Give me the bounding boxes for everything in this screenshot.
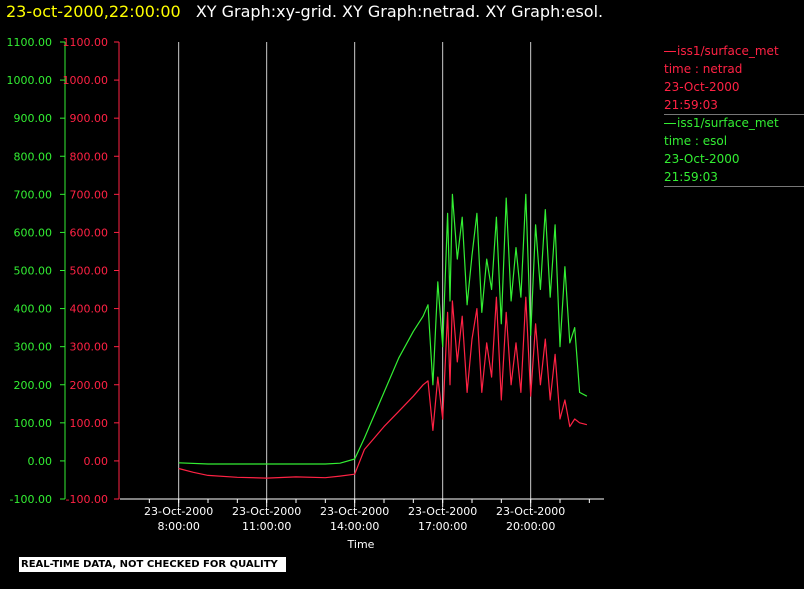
legend-esol-variable: time : esol — [664, 134, 728, 148]
y-tick-label-netrad: 500.00 — [70, 265, 109, 278]
y-tick-label-esol: 800.00 — [14, 150, 53, 163]
y-tick-label-esol: 200.00 — [14, 379, 53, 392]
y-tick-label-netrad: -100.00 — [66, 493, 108, 506]
x-axis-label: Time — [347, 538, 375, 551]
graph-header: 23-oct-2000,22:00:00 XY Graph:xy-grid. X… — [6, 0, 603, 24]
y-tick-label-netrad: 400.00 — [70, 303, 109, 316]
y-tick-label-netrad: 0.00 — [84, 455, 109, 468]
y-tick-label-netrad: 200.00 — [70, 379, 109, 392]
y-tick-label-esol: -100.00 — [10, 493, 52, 506]
y-tick-label-esol: 300.00 — [14, 341, 53, 354]
x-tick-label-time: 14:00:00 — [330, 520, 379, 533]
y-tick-label-netrad: 1100.00 — [63, 36, 109, 49]
y-tick-label-esol: 1000.00 — [7, 74, 53, 87]
y-tick-label-esol: 600.00 — [14, 226, 53, 239]
legend-netrad-date: 23-Oct-2000 — [664, 80, 740, 94]
y-tick-label-esol: 700.00 — [14, 188, 53, 201]
x-tick-label-time: 8:00:00 — [157, 520, 199, 533]
series-line-esol — [178, 193, 588, 465]
legend-esol-source: iss1/surface_met — [664, 114, 804, 132]
x-tick-label-date: 23-Oct-2000 — [408, 505, 477, 518]
y-tick-label-esol: 100.00 — [14, 417, 53, 430]
y-tick-label-netrad: 300.00 — [70, 341, 109, 354]
legend-esol: iss1/surface_met time : esol 23-Oct-2000… — [664, 114, 804, 187]
y-tick-label-esol: 0.00 — [28, 455, 53, 468]
legend-esol-time: 21:59:03 — [664, 170, 718, 184]
x-tick-label-date: 23-Oct-2000 — [320, 505, 389, 518]
y-tick-label-esol: 400.00 — [14, 303, 53, 316]
legend-esol-date: 23-Oct-2000 — [664, 152, 740, 166]
y-tick-label-esol: 1100.00 — [7, 36, 53, 49]
series-line-netrad — [178, 296, 588, 479]
x-tick-label-time: 17:00:00 — [418, 520, 467, 533]
x-tick-label-date: 23-Oct-2000 — [144, 505, 213, 518]
quality-disclaimer: REAL-TIME DATA, NOT CHECKED FOR QUALITY — [19, 557, 286, 572]
x-tick-label-time: 20:00:00 — [506, 520, 555, 533]
y-tick-label-netrad: 100.00 — [70, 417, 109, 430]
x-tick-label-time: 11:00:00 — [242, 520, 291, 533]
header-datetime: 23-oct-2000,22:00:00 — [6, 2, 181, 21]
y-tick-label-esol: 500.00 — [14, 265, 53, 278]
y-tick-label-netrad: 800.00 — [70, 150, 109, 163]
y-tick-label-esol: 900.00 — [14, 112, 53, 125]
legend-netrad-time: 21:59:03 — [664, 98, 718, 112]
y-tick-label-netrad: 900.00 — [70, 112, 109, 125]
y-tick-label-netrad: 700.00 — [70, 188, 109, 201]
y-tick-label-netrad: 600.00 — [70, 226, 109, 239]
x-tick-label-date: 23-Oct-2000 — [496, 505, 565, 518]
y-tick-label-netrad: 1000.00 — [63, 74, 109, 87]
x-tick-label-date: 23-Oct-2000 — [232, 505, 301, 518]
header-graph-titles: XY Graph:xy-grid. XY Graph:netrad. XY Gr… — [195, 2, 604, 21]
legend-netrad: iss1/surface_met time : netrad 23-Oct-20… — [664, 42, 804, 115]
legend-netrad-variable: time : netrad — [664, 62, 743, 76]
legend-netrad-source: iss1/surface_met — [664, 42, 804, 60]
